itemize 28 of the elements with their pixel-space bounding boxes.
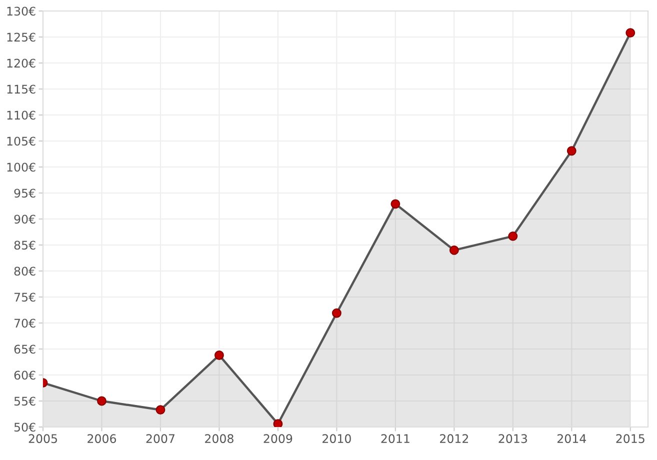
x-tick-label: 2012: [440, 434, 468, 444]
y-tick-label: 85€: [14, 240, 36, 250]
y-tick-label: 95€: [14, 188, 36, 198]
x-tick-label: 2005: [28, 434, 57, 444]
y-tick-label: 100€: [7, 162, 36, 172]
x-tick-label: 2010: [322, 434, 351, 444]
y-tick-label: 130€: [7, 6, 36, 16]
x-tick-label: 2006: [88, 434, 116, 444]
y-tick-label: 70€: [14, 318, 36, 328]
x-tick-label: 2009: [264, 434, 292, 444]
y-tick-label: 50€: [14, 422, 36, 432]
x-tick-label: 2013: [498, 434, 527, 444]
y-tick-label: 105€: [7, 136, 36, 146]
y-tick-label: 80€: [14, 266, 36, 276]
y-tick-label: 60€: [14, 370, 36, 380]
y-tick-label: 55€: [14, 396, 36, 406]
x-tick-label: 2007: [146, 434, 174, 444]
y-tick-label: 65€: [14, 344, 36, 354]
y-tick-label: 90€: [14, 214, 36, 224]
x-tick-label: 2014: [557, 434, 586, 444]
x-tick-label: 2008: [205, 434, 234, 444]
y-tick-label: 125€: [7, 32, 36, 42]
x-tick-label: 2011: [381, 434, 410, 444]
y-tick-label: 115€: [7, 84, 36, 94]
y-tick-label: 75€: [14, 292, 36, 302]
y-tick-label: 110€: [7, 110, 36, 120]
y-tick-label: 120€: [7, 58, 36, 68]
x-tick-label: 2015: [616, 434, 644, 444]
